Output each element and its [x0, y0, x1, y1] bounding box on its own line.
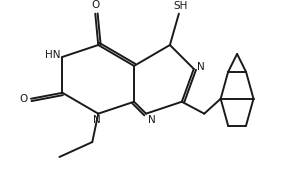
Text: N: N	[147, 115, 155, 125]
Text: O: O	[20, 94, 28, 104]
Text: N: N	[93, 115, 101, 125]
Text: SH: SH	[173, 1, 188, 11]
Text: O: O	[91, 0, 99, 10]
Text: N: N	[197, 62, 205, 72]
Text: HN: HN	[45, 50, 60, 60]
